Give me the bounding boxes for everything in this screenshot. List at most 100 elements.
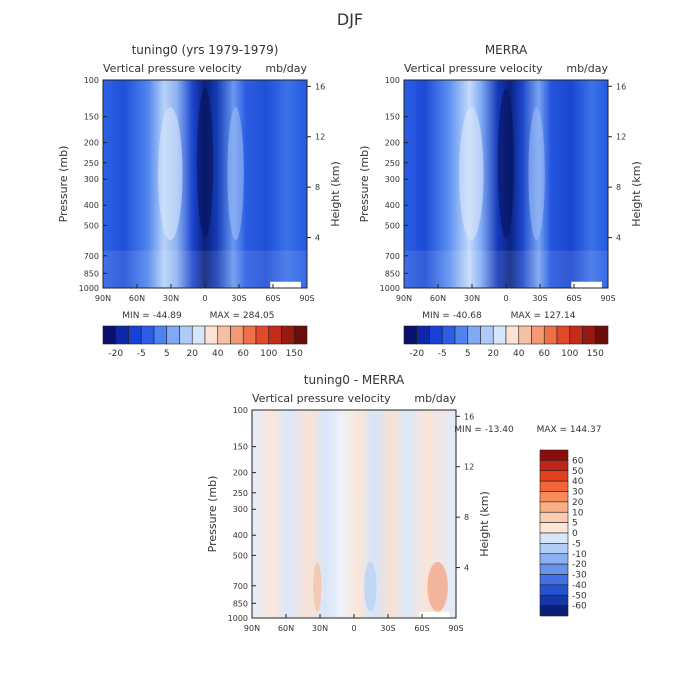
colorbar-swatch: [518, 325, 532, 345]
y2-tick-label: 4: [464, 564, 469, 573]
colorbar-swatch: [281, 325, 295, 345]
figure-title: DJF: [337, 10, 363, 29]
colorbar-label: 100: [561, 349, 578, 359]
colorbar-swatch: [102, 325, 117, 345]
y-axis-label: Pressure (mb): [206, 476, 219, 553]
y-tick-label: 200: [385, 139, 400, 148]
field-area: [252, 410, 456, 618]
field-contour: [528, 107, 545, 241]
x-tick-label: 60N: [430, 294, 446, 303]
colorbar-swatch: [128, 325, 142, 345]
colorbar-swatch: [539, 553, 569, 565]
colorbar-label: 40: [513, 349, 525, 359]
y-tick-label: 200: [84, 139, 99, 148]
colorbar-label: 60: [238, 349, 250, 359]
max-label: MAX = 127.14: [511, 311, 576, 321]
y-tick-label: 400: [385, 201, 400, 210]
chart-title: tuning0 (yrs 1979-1979): [132, 43, 279, 57]
colorbar-swatch: [204, 325, 219, 345]
y-tick-label: 150: [385, 113, 400, 122]
colorbar-label: 20: [572, 498, 584, 508]
x-tick-label: 0: [202, 294, 207, 303]
min-label: MIN = -40.68: [422, 311, 482, 321]
colorbar-label: 30: [572, 488, 584, 498]
x-tick-label: 30S: [231, 294, 246, 303]
colorbar-swatch: [539, 594, 569, 606]
colorbar-label: 40: [212, 349, 224, 359]
x-tick-label: 0: [351, 624, 356, 633]
x-tick-label: 90S: [600, 294, 615, 303]
colorbar-swatch: [179, 325, 193, 345]
colorbar-swatch: [166, 325, 180, 345]
colorbar-label: -50: [572, 591, 587, 601]
y-tick-label: 300: [233, 505, 248, 514]
chart-subtitle-right: mb/day: [414, 392, 456, 405]
colorbar-swatch: [539, 605, 569, 617]
x-tick-label: 30N: [163, 294, 179, 303]
field-contour: [459, 107, 484, 241]
max-label: MAX = 144.37: [537, 425, 602, 435]
y-tick-label: 100: [233, 406, 248, 415]
y2-tick-label: 4: [315, 234, 320, 243]
y-tick-label: 1000: [228, 614, 248, 623]
y-axis-label: Pressure (mb): [358, 146, 371, 223]
x-tick-label: 60S: [414, 624, 429, 633]
y2-axis-label: Height (km): [329, 161, 342, 227]
colorbar-swatch: [255, 325, 270, 345]
colorbar-label: -5: [438, 349, 447, 359]
y-tick-label: 250: [385, 159, 400, 168]
colorbar-label: 60: [539, 349, 551, 359]
y-tick-label: 100: [385, 76, 400, 85]
y2-tick-label: 8: [616, 183, 621, 192]
y2-tick-label: 4: [616, 234, 621, 243]
y-axis-label: Pressure (mb): [57, 146, 70, 223]
colorbar-swatch: [454, 325, 469, 345]
y-tick-label: 850: [84, 269, 99, 278]
chart-subtitle-right: mb/day: [265, 62, 307, 75]
colorbar-swatch: [480, 325, 494, 345]
colorbar-swatch: [416, 325, 430, 345]
x-tick-label: 0: [503, 294, 508, 303]
colorbar-swatch: [268, 325, 282, 345]
y2-tick-label: 12: [464, 463, 474, 472]
x-tick-label: 90N: [95, 294, 111, 303]
colorbar-swatch: [539, 522, 569, 534]
y-tick-label: 1000: [79, 284, 99, 293]
colorbar-label: -40: [572, 581, 587, 591]
x-tick-label: 60N: [278, 624, 294, 633]
colorbar-label: -20: [409, 349, 424, 359]
colorbar-label: -10: [572, 550, 587, 560]
y2-tick-label: 16: [315, 82, 325, 91]
y2-tick-label: 8: [315, 183, 320, 192]
colorbar-label: -5: [137, 349, 146, 359]
colorbar-swatch: [539, 501, 569, 513]
x-tick-label: 90N: [244, 624, 260, 633]
colorbar-label: 20: [488, 349, 500, 359]
colorbar-swatch: [293, 325, 308, 345]
x-tick-label: 90S: [299, 294, 314, 303]
colorbar-label: 150: [587, 349, 604, 359]
y-tick-label: 700: [385, 252, 400, 261]
colorbar-label: 0: [572, 529, 578, 539]
field-contour: [364, 561, 377, 612]
colorbar-swatch: [191, 325, 206, 345]
colorbar-swatch: [539, 491, 569, 503]
colorbar-swatch: [115, 325, 129, 345]
y-tick-label: 150: [233, 443, 248, 452]
chart-subtitle-right: mb/day: [566, 62, 608, 75]
colorbar-swatch: [539, 584, 569, 596]
colorbar-label: 100: [260, 349, 277, 359]
colorbar-swatch: [429, 325, 443, 345]
colorbar-swatch: [556, 325, 571, 345]
y-tick-label: 500: [385, 221, 400, 230]
colorbar-label: -60: [572, 602, 587, 612]
chart-title: tuning0 - MERRA: [304, 373, 405, 387]
field-contour: [196, 88, 214, 239]
field-contour: [158, 107, 183, 241]
colorbar-swatch: [539, 511, 569, 523]
colorbar-swatch: [539, 563, 569, 575]
colorbar-swatch: [467, 325, 481, 345]
y-tick-label: 850: [385, 269, 400, 278]
y-tick-label: 100: [84, 76, 99, 85]
y2-axis-label: Height (km): [630, 161, 643, 227]
